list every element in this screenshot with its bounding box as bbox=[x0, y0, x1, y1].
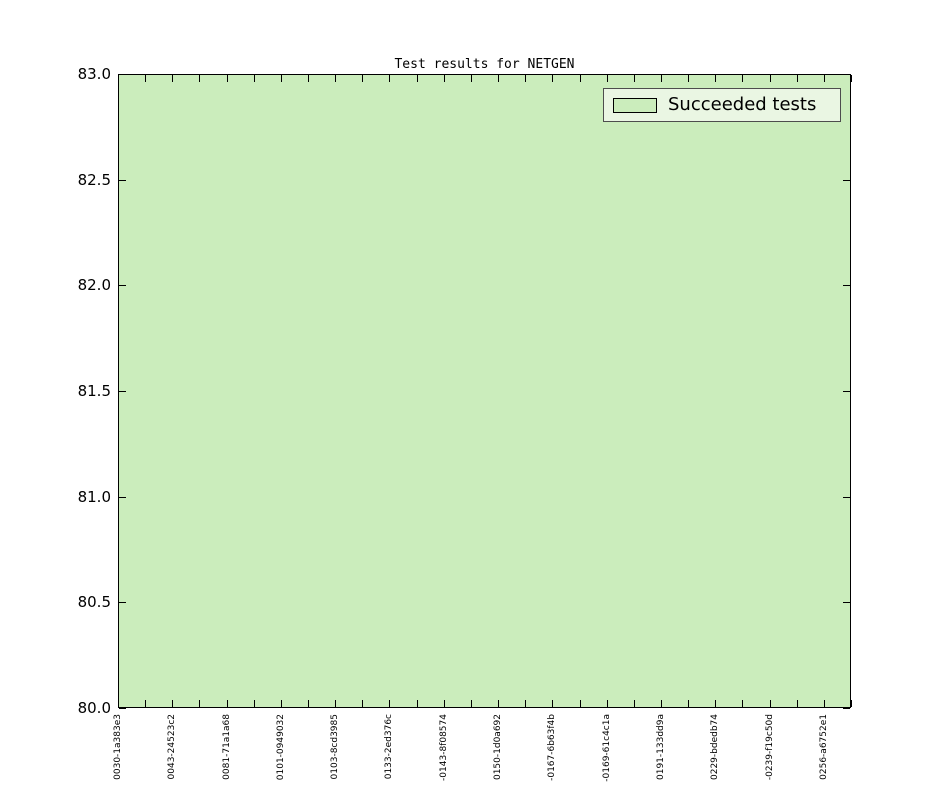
x-tick-top bbox=[797, 75, 798, 82]
x-tick-bottom bbox=[199, 700, 200, 707]
x-tick-bottom bbox=[498, 700, 499, 707]
y-tick-right bbox=[843, 74, 850, 75]
x-tick-bottom bbox=[770, 700, 771, 707]
x-tick-top bbox=[172, 75, 173, 82]
x-tick-top bbox=[742, 75, 743, 82]
y-tick-left bbox=[119, 74, 126, 75]
x-tick-bottom bbox=[227, 700, 228, 707]
x-tick-label: 0150-1d0a692 bbox=[493, 714, 503, 781]
x-tick-top bbox=[715, 75, 716, 82]
x-tick-bottom bbox=[688, 700, 689, 707]
y-tick-right bbox=[843, 497, 850, 498]
x-tick-label: -0169-61c4c1a bbox=[602, 714, 612, 782]
y-tick-left bbox=[119, 180, 126, 181]
legend: Succeeded tests bbox=[603, 88, 841, 122]
x-tick-label: 0103-8cd3985 bbox=[330, 714, 340, 780]
x-tick-bottom bbox=[607, 700, 608, 707]
y-tick-label: 81.5 bbox=[77, 382, 111, 400]
x-tick-bottom bbox=[580, 700, 581, 707]
x-tick-top bbox=[688, 75, 689, 82]
x-tick-top bbox=[308, 75, 309, 82]
x-tick-top bbox=[525, 75, 526, 82]
x-tick-top bbox=[634, 75, 635, 82]
x-tick-top bbox=[552, 75, 553, 82]
legend-label-succeeded-tests: Succeeded tests bbox=[668, 94, 817, 115]
y-tick-left bbox=[119, 391, 126, 392]
x-tick-label: 0191-133dd9a bbox=[656, 714, 666, 780]
x-tick-bottom bbox=[172, 700, 173, 707]
y-tick-left bbox=[119, 497, 126, 498]
x-tick-top bbox=[580, 75, 581, 82]
y-tick-label: 82.5 bbox=[77, 171, 111, 189]
chart-title: Test results for NETGEN bbox=[394, 57, 575, 72]
x-tick-bottom bbox=[797, 700, 798, 707]
x-tick-bottom bbox=[661, 700, 662, 707]
x-tick-bottom bbox=[308, 700, 309, 707]
x-tick-top bbox=[254, 75, 255, 82]
x-tick-label: -0143-8f08574 bbox=[439, 714, 449, 781]
x-tick-top bbox=[471, 75, 472, 82]
x-tick-label: -0167-6b63f4b bbox=[547, 714, 557, 781]
y-tick-label: 82.0 bbox=[77, 276, 111, 294]
plot-area bbox=[118, 74, 851, 708]
y-tick-label: 80.5 bbox=[77, 593, 111, 611]
x-tick-top bbox=[362, 75, 363, 82]
y-tick-right bbox=[843, 391, 850, 392]
x-tick-top bbox=[227, 75, 228, 82]
x-tick-bottom bbox=[417, 700, 418, 707]
x-tick-bottom bbox=[254, 700, 255, 707]
x-tick-bottom bbox=[118, 700, 119, 707]
y-tick-left bbox=[119, 602, 126, 603]
y-tick-right bbox=[843, 602, 850, 603]
legend-swatch-succeeded-tests bbox=[613, 97, 657, 113]
x-tick-label: -0239-f19c50d bbox=[765, 714, 775, 781]
x-tick-top bbox=[851, 75, 852, 82]
x-tick-label: 0043-24523c2 bbox=[167, 714, 177, 780]
x-tick-label: 0229-bdedb74 bbox=[710, 714, 720, 780]
y-tick-label: 81.0 bbox=[77, 488, 111, 506]
y-tick-right bbox=[843, 708, 850, 709]
x-tick-bottom bbox=[335, 700, 336, 707]
x-tick-bottom bbox=[281, 700, 282, 707]
x-tick-bottom bbox=[362, 700, 363, 707]
x-tick-label: 0256-a6752e1 bbox=[819, 714, 829, 780]
x-tick-top bbox=[145, 75, 146, 82]
x-tick-top bbox=[389, 75, 390, 82]
x-tick-bottom bbox=[634, 700, 635, 707]
x-tick-top bbox=[444, 75, 445, 82]
x-tick-top bbox=[118, 75, 119, 82]
x-tick-bottom bbox=[851, 700, 852, 707]
y-tick-label: 83.0 bbox=[77, 65, 111, 83]
x-tick-bottom bbox=[525, 700, 526, 707]
x-tick-top bbox=[770, 75, 771, 82]
x-tick-top bbox=[824, 75, 825, 82]
x-tick-bottom bbox=[444, 700, 445, 707]
x-tick-label: 0030-1a383e3 bbox=[113, 714, 123, 780]
x-tick-bottom bbox=[715, 700, 716, 707]
x-tick-label: 0133-2ed376c bbox=[384, 714, 394, 780]
x-tick-bottom bbox=[471, 700, 472, 707]
x-tick-label: 0101-0949032 bbox=[276, 714, 286, 781]
y-tick-left bbox=[119, 708, 126, 709]
x-tick-top bbox=[498, 75, 499, 82]
x-tick-bottom bbox=[742, 700, 743, 707]
x-tick-bottom bbox=[389, 700, 390, 707]
y-tick-right bbox=[843, 285, 850, 286]
y-tick-left bbox=[119, 285, 126, 286]
x-tick-label: 0081-71a1a68 bbox=[222, 714, 232, 780]
x-tick-top bbox=[417, 75, 418, 82]
x-tick-top bbox=[281, 75, 282, 82]
y-tick-label: 80.0 bbox=[77, 699, 111, 717]
x-tick-top bbox=[335, 75, 336, 82]
x-tick-top bbox=[661, 75, 662, 82]
x-tick-top bbox=[607, 75, 608, 82]
y-tick-right bbox=[843, 180, 850, 181]
x-tick-bottom bbox=[824, 700, 825, 707]
x-tick-bottom bbox=[145, 700, 146, 707]
x-tick-bottom bbox=[552, 700, 553, 707]
x-tick-top bbox=[199, 75, 200, 82]
